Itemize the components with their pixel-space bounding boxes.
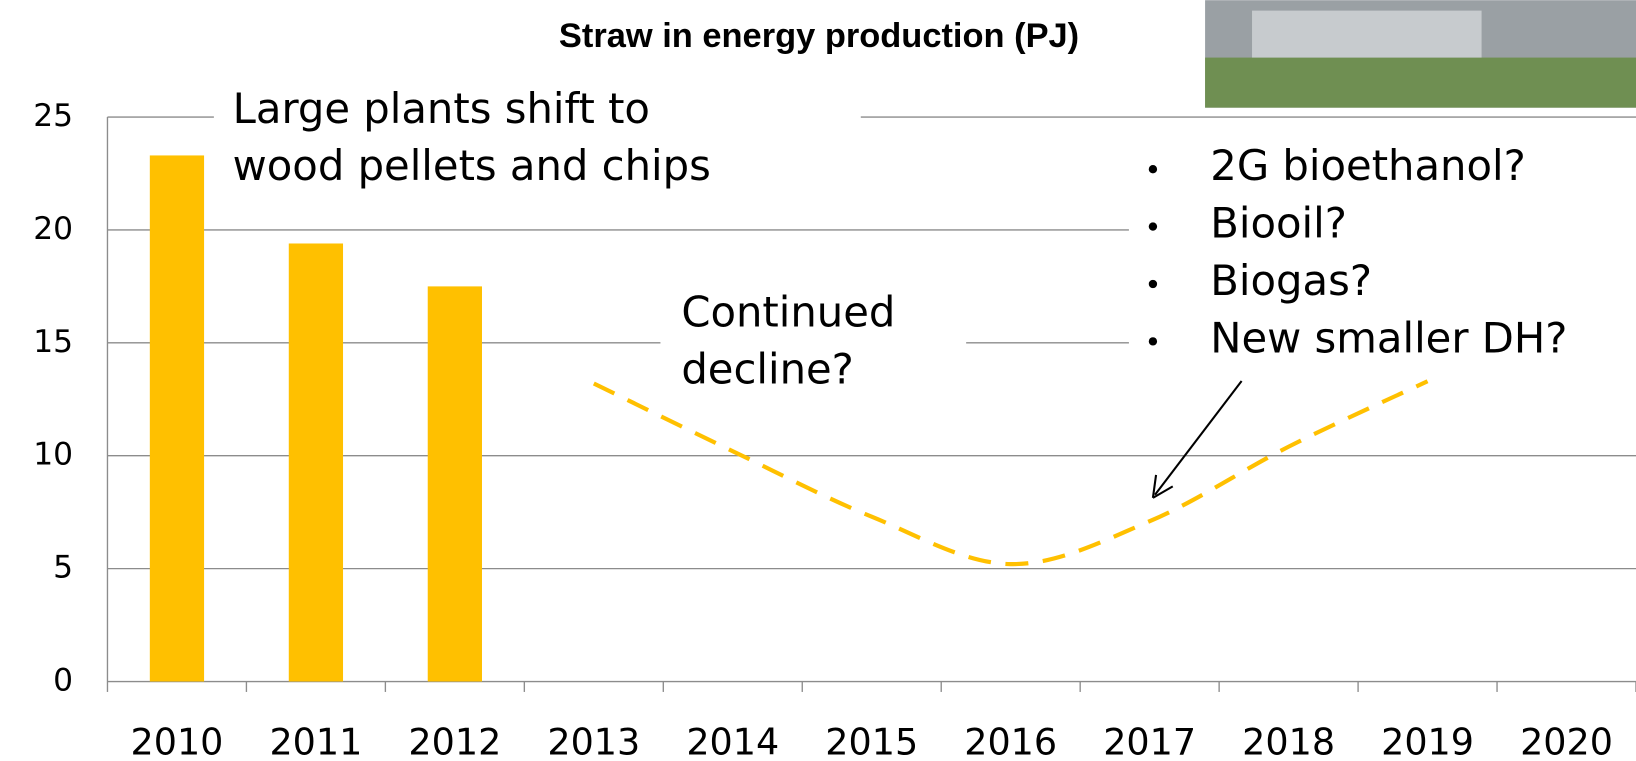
bullet-text: Biogas? <box>1210 256 1372 305</box>
x-tick-label: 2017 <box>1103 721 1196 761</box>
bullet <box>1148 165 1158 174</box>
chart-title: Straw in energy production (PJ) <box>559 17 1079 55</box>
bullet-text: Biooil? <box>1210 199 1347 248</box>
x-tick-label: 2015 <box>825 721 918 761</box>
label-bg <box>213 83 861 199</box>
y-tick-label: 15 <box>33 324 73 360</box>
bullet <box>1148 279 1158 289</box>
annotation: wood pellets and chips <box>233 141 711 190</box>
arrow-head <box>1151 474 1174 499</box>
bullet <box>1148 337 1158 346</box>
x-tick-label: 2016 <box>964 721 1057 761</box>
x-tick-label: 2014 <box>686 721 779 761</box>
annotation: Continued <box>681 287 895 336</box>
photo-building <box>1252 10 1482 58</box>
annotation: Large plants shift to <box>233 84 650 133</box>
x-tick-label: 2011 <box>269 721 362 761</box>
photo-ground <box>1205 57 1636 108</box>
x-tick-label: 2018 <box>1242 721 1335 761</box>
x-tick-label: 2020 <box>1520 721 1613 761</box>
bar <box>288 243 344 682</box>
x-tick-label: 2012 <box>408 721 501 761</box>
y-tick-label: 0 <box>53 663 73 699</box>
label-bg <box>1128 141 1636 371</box>
label-bg <box>660 283 967 401</box>
arrow <box>1154 380 1243 496</box>
y-tick-label: 25 <box>33 98 73 134</box>
bullet-text: New smaller DH? <box>1210 313 1567 362</box>
x-tick-label: 2019 <box>1381 721 1474 761</box>
bullet <box>1148 222 1158 231</box>
y-tick-label: 5 <box>53 550 73 586</box>
x-tick-label: 2010 <box>131 721 224 761</box>
y-tick-label: 10 <box>33 437 73 473</box>
x-tick-label: 2013 <box>547 721 640 761</box>
bar <box>427 286 482 682</box>
projection-line <box>592 379 1429 567</box>
bullet-text: 2G bioethanol? <box>1210 141 1525 190</box>
bar <box>149 155 205 682</box>
y-tick-label: 20 <box>33 211 73 247</box>
annotation: decline? <box>681 345 854 394</box>
